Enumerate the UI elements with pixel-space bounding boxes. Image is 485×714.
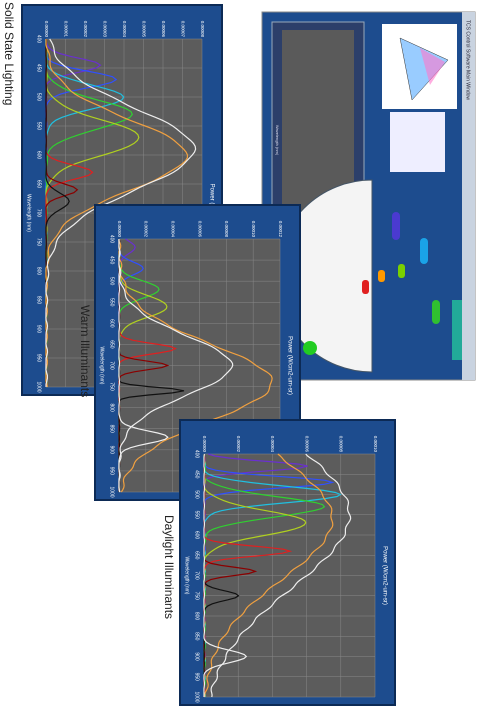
y-tick-label: 0.00000 [117, 221, 122, 238]
x-tick-label: 600 [109, 319, 115, 328]
y-tick-label: 0.00005 [141, 21, 146, 38]
y-tick-label: 0.00008 [224, 221, 229, 238]
y-tick-label: 0.00004 [270, 436, 275, 453]
led [432, 300, 440, 324]
x-tick-label: 450 [194, 470, 200, 479]
y-tick-label: 0.00003 [102, 21, 107, 38]
x-tick-label: 500 [36, 93, 42, 102]
x-tick-label: 1000 [194, 691, 200, 702]
x-tick-label: 650 [109, 340, 115, 349]
y-tick-label: 0.00010 [251, 221, 256, 238]
y-tick-label: 0.00010 [373, 436, 378, 453]
y-tick-label: 0.00001 [63, 21, 68, 38]
page: TCS Control Software Main Window Wavelen… [0, 0, 485, 714]
x-tick-label: 950 [194, 673, 200, 682]
chart-title: Power (W/cm2-um-sr) [286, 336, 292, 395]
x-tick-label: 650 [36, 180, 42, 189]
settings-icon[interactable] [303, 341, 317, 355]
y-tick-label: 0.00006 [161, 21, 166, 38]
x-tick-label: 1000 [109, 486, 115, 497]
x-tick-label: 600 [36, 151, 42, 160]
led [420, 238, 428, 264]
x-tick-label: 800 [109, 403, 115, 412]
y-tick-label: 0.00006 [197, 221, 202, 238]
y-tick-label: 0.00004 [122, 21, 127, 38]
y-tick-label: 0.00008 [339, 436, 344, 453]
panel-caption: Warm Illuminants [78, 305, 92, 397]
y-tick-label: 0.00000 [44, 21, 49, 38]
led [378, 270, 385, 282]
x-axis-label: Wavelength (nm) [99, 347, 105, 385]
y-tick-label: 0.00004 [170, 221, 175, 238]
chart-panel: Power (W/cm2-um-sr) Wavelength (nm) 400 450… [180, 420, 395, 705]
x-tick-label: 750 [194, 592, 200, 601]
x-tick-label: 600 [194, 531, 200, 540]
y-tick-label: 0.00008 [200, 21, 205, 38]
x-tick-label: 400 [109, 235, 115, 244]
x-tick-label: 1000 [36, 381, 42, 392]
x-tick-label: 700 [194, 571, 200, 580]
y-tick-label: 0.00002 [144, 221, 149, 238]
x-tick-label: 850 [194, 632, 200, 641]
x-tick-label: 550 [109, 298, 115, 307]
y-tick-label: 0.00002 [83, 21, 88, 38]
mini-xlabel: Wavelength (nm) [275, 125, 280, 156]
led [398, 264, 405, 278]
toolbar[interactable] [452, 300, 462, 360]
x-tick-label: 900 [109, 446, 115, 455]
x-axis-label: Wavelength (nm) [184, 557, 190, 595]
window-title: TCS Control Software Main Window [465, 20, 471, 100]
x-tick-label: 750 [109, 382, 115, 391]
x-tick-label: 700 [36, 209, 42, 218]
x-axis-label: Wavelength (nm) [26, 194, 32, 232]
chart-title: Power (W/cm2-um-sr) [381, 546, 387, 605]
x-tick-label: 650 [194, 551, 200, 560]
y-tick-label: 0.00002 [236, 436, 241, 453]
panel-caption: Solid State Lighting [2, 2, 16, 105]
x-tick-label: 900 [36, 325, 42, 334]
x-tick-label: 500 [109, 277, 115, 286]
x-tick-label: 850 [109, 425, 115, 434]
readouts [390, 112, 445, 172]
x-tick-label: 700 [109, 361, 115, 370]
led [362, 280, 369, 294]
panel-caption: Daylight Illuminants [162, 515, 176, 619]
x-tick-label: 500 [194, 490, 200, 499]
y-tick-label: 0.00007 [180, 21, 185, 38]
x-tick-label: 400 [36, 35, 42, 44]
x-tick-label: 550 [194, 511, 200, 520]
x-tick-label: 800 [194, 612, 200, 621]
x-tick-label: 400 [194, 450, 200, 459]
x-tick-label: 550 [36, 122, 42, 131]
y-tick-label: 0.00012 [278, 221, 283, 238]
x-tick-label: 950 [36, 354, 42, 363]
x-tick-label: 450 [109, 256, 115, 265]
x-tick-label: 900 [194, 652, 200, 661]
x-tick-label: 950 [109, 467, 115, 476]
x-tick-label: 800 [36, 267, 42, 276]
led [392, 212, 400, 240]
y-tick-label: 0.00000 [202, 436, 207, 453]
x-tick-label: 850 [36, 296, 42, 305]
y-tick-label: 0.00006 [304, 436, 309, 453]
x-tick-label: 750 [36, 238, 42, 247]
x-tick-label: 450 [36, 64, 42, 73]
